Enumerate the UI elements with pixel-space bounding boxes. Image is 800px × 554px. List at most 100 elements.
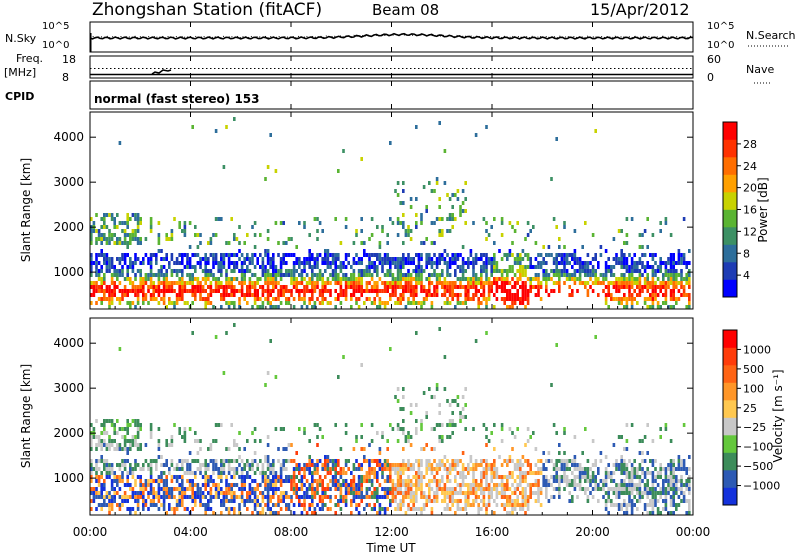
- power-cell: [448, 301, 452, 305]
- power-cell: [425, 257, 428, 261]
- velocity-cell: [316, 487, 319, 491]
- velocity-cell: [581, 471, 584, 475]
- velocity-cell: [576, 467, 579, 471]
- power-cell: [303, 265, 306, 269]
- colorbar-segment: [723, 262, 737, 280]
- power-cell: [480, 269, 483, 273]
- velocity-cell: [264, 383, 267, 387]
- power-cell: [651, 281, 655, 285]
- power-cell: [110, 237, 114, 241]
- power-cell: [638, 289, 642, 293]
- power-cell: [227, 253, 231, 257]
- velocity-cell: [240, 475, 244, 479]
- velocity-cell: [313, 479, 317, 483]
- power-cell: [217, 265, 220, 269]
- velocity-cell: [95, 435, 98, 439]
- power-cell: [433, 285, 436, 289]
- power-cell: [578, 281, 582, 285]
- power-cell: [646, 305, 649, 309]
- colorbar-segment: [723, 192, 737, 210]
- power-cell: [677, 289, 681, 293]
- velocity-cell: [248, 491, 252, 495]
- power-cell: [438, 257, 441, 261]
- velocity-cell: [529, 463, 532, 467]
- power-cell: [282, 253, 285, 257]
- velocity-cell: [581, 451, 584, 455]
- power-cell: [116, 297, 119, 301]
- power-cell: [97, 261, 101, 265]
- power-cell: [235, 265, 239, 269]
- power-cell: [290, 277, 293, 281]
- velocity-cell: [355, 435, 358, 439]
- velocity-cell: [118, 467, 122, 471]
- power-cell: [654, 281, 657, 285]
- power-cell: [467, 281, 470, 285]
- velocity-cell: [142, 467, 145, 471]
- velocity-cell: [586, 467, 590, 471]
- power-cell: [337, 293, 340, 297]
- power-cell: [191, 265, 194, 269]
- power-cell: [381, 265, 384, 269]
- power-cell: [651, 297, 655, 301]
- power-cell: [113, 273, 116, 277]
- velocity-cell: [95, 491, 98, 495]
- power-cell: [350, 273, 353, 277]
- power-cell: [97, 253, 101, 257]
- velocity-cell: [300, 487, 304, 491]
- velocity-cell: [409, 491, 413, 495]
- power-cell: [181, 257, 184, 261]
- velocity-cell: [152, 459, 155, 463]
- y-tick-label: 2000: [53, 220, 84, 234]
- velocity-cell: [435, 387, 439, 391]
- velocity-cell: [225, 459, 228, 463]
- power-cell: [394, 293, 397, 297]
- power-cell: [656, 301, 660, 305]
- colorbar-tick-label: −25: [743, 421, 766, 434]
- velocity-cell: [591, 463, 595, 467]
- power-cell: [407, 289, 410, 293]
- power-cell: [240, 289, 244, 293]
- velocity-cell: [664, 475, 668, 479]
- power-cell: [363, 301, 366, 305]
- power-cell: [248, 289, 252, 293]
- power-cell: [422, 297, 426, 301]
- velocity-cell: [220, 471, 223, 475]
- power-cell: [290, 289, 293, 293]
- velocity-cell: [178, 499, 181, 503]
- velocity-cell: [376, 475, 379, 479]
- velocity-cell: [448, 435, 452, 439]
- power-cell: [415, 125, 418, 129]
- velocity-cell: [188, 495, 192, 499]
- velocity-cell: [321, 499, 324, 503]
- power-cell: [253, 233, 257, 237]
- velocity-cell: [97, 439, 101, 443]
- velocity-cell: [110, 487, 114, 491]
- velocity-cell: [537, 479, 540, 483]
- velocity-cell: [149, 491, 153, 495]
- velocity-cell: [204, 483, 207, 487]
- power-cell: [230, 217, 233, 221]
- power-cell: [404, 229, 408, 233]
- velocity-cell: [451, 495, 454, 499]
- power-cell: [326, 277, 330, 281]
- velocity-cell: [194, 483, 197, 487]
- power-cell: [316, 237, 319, 241]
- velocity-cell: [404, 435, 408, 439]
- velocity-cell: [305, 495, 309, 499]
- velocity-cell: [311, 471, 314, 475]
- velocity-cell: [207, 447, 210, 451]
- y-tick-label: 3000: [53, 381, 84, 395]
- power-cell: [495, 297, 499, 301]
- velocity-cell: [409, 435, 413, 439]
- colorbar-segment: [723, 174, 737, 193]
- power-cell: [602, 281, 605, 285]
- velocity-cell: [555, 431, 558, 435]
- power-cell: [199, 257, 202, 261]
- velocity-cell: [529, 491, 532, 495]
- power-cell: [493, 305, 496, 309]
- power-cell: [95, 273, 98, 277]
- power-cell: [90, 293, 93, 297]
- velocity-cell: [105, 471, 109, 475]
- power-cell: [662, 285, 665, 289]
- power-cell: [376, 289, 379, 293]
